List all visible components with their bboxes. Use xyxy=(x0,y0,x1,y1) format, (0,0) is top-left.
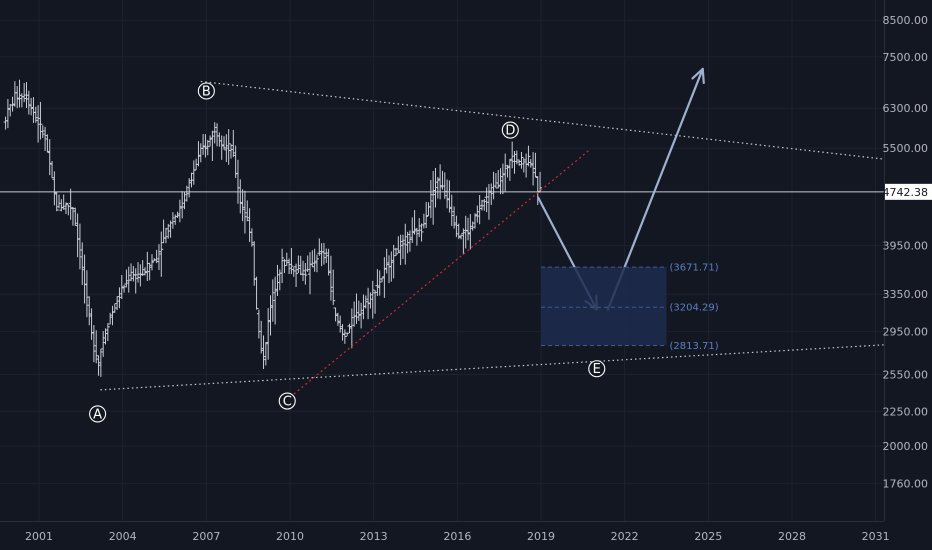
x-tick-label: 2028 xyxy=(778,530,806,543)
price-axis-panel xyxy=(884,0,932,550)
x-tick-label: 2007 xyxy=(192,530,220,543)
x-tick-label: 2025 xyxy=(694,530,722,543)
y-tick-label: 2550.00 xyxy=(883,368,929,381)
target-zone: (3671.71) (3204.29) (2813.71) xyxy=(540,263,719,352)
wave-labels: A B C D E xyxy=(89,82,606,423)
y-tick-label: 2000.00 xyxy=(883,440,929,453)
wave-label-circle xyxy=(501,121,519,139)
y-tick-label: 1760.00 xyxy=(883,478,929,491)
lower-trendline xyxy=(100,344,885,391)
wave-label-c: C xyxy=(283,395,292,410)
y-tick-label: 3950.00 xyxy=(883,240,929,253)
x-tick-label: 2031 xyxy=(862,530,890,543)
x-tick-label: 2016 xyxy=(443,530,471,543)
y-tick-label: 2250.00 xyxy=(883,405,929,418)
price-bars xyxy=(3,79,543,377)
x-tick-label: 2013 xyxy=(360,530,388,543)
target-box-label: (3204.29) xyxy=(669,303,718,314)
current-price-tag xyxy=(885,183,932,200)
wave-label-circle xyxy=(278,392,296,410)
y-tick-label: 6300.00 xyxy=(883,102,929,115)
y-tick-label: 3350.00 xyxy=(883,288,929,301)
current-price-label: 4742.38 xyxy=(883,186,929,199)
x-tick-label: 2022 xyxy=(611,530,639,543)
target-box-label: (3671.71) xyxy=(669,263,718,274)
x-tick-label: 2019 xyxy=(527,530,555,543)
target-box-label: (2813.71) xyxy=(669,341,718,352)
wave-label-b: B xyxy=(202,84,211,99)
y-tick-label: 5500.00 xyxy=(883,142,929,155)
wave-label-circle xyxy=(588,360,606,378)
x-tick-label: 2001 xyxy=(25,530,53,543)
grid-lines xyxy=(0,0,884,521)
projection-arrow-up-head xyxy=(691,67,705,84)
x-tick-label: 2010 xyxy=(276,530,304,543)
y-tick-label: 7500.00 xyxy=(883,51,929,64)
y-tick-label: 2950.00 xyxy=(883,326,929,339)
wave-label-circle xyxy=(197,82,215,100)
wave-label-d: D xyxy=(505,124,515,139)
x-tick-label: 2004 xyxy=(109,530,137,543)
target-box xyxy=(540,267,667,346)
wave-label-a: A xyxy=(93,407,102,422)
wave-label-e: E xyxy=(593,362,601,377)
y-tick-label: 8500.00 xyxy=(883,14,929,27)
wave-label-circle xyxy=(89,405,107,423)
